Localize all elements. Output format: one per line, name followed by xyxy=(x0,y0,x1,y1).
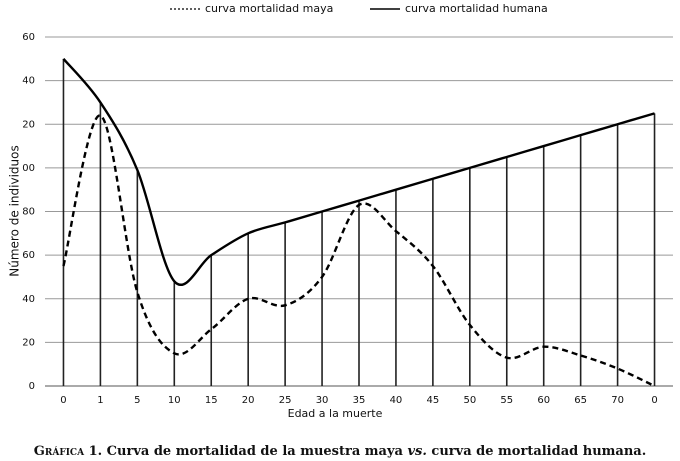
y-axis-label: Número de individuos xyxy=(8,145,22,276)
y-tick-label: 80 xyxy=(22,207,35,218)
x-tick-label: 0 xyxy=(651,395,657,406)
y-tick-label: 40 xyxy=(22,76,35,87)
x-tick-label: 5 xyxy=(134,395,140,406)
legend-label: curva mortalidad maya xyxy=(205,2,333,15)
y-tick-label: 40 xyxy=(22,294,35,305)
legend-label: curva mortalidad humana xyxy=(405,2,548,15)
x-tick-label: 45 xyxy=(427,395,440,406)
x-tick-label: 1 xyxy=(97,395,103,406)
x-axis-label: Edad a la muerte xyxy=(288,407,383,420)
caption-part: vs. xyxy=(408,444,427,459)
x-tick-label: 65 xyxy=(574,395,587,406)
x-tick-label: 25 xyxy=(279,395,292,406)
caption-part: Gráfica xyxy=(34,444,85,459)
x-tick-label: 10 xyxy=(168,395,181,406)
series-line xyxy=(62,58,655,286)
x-tick-label: 60 xyxy=(537,395,550,406)
caption-part: curva de mortalidad humana. xyxy=(427,444,646,459)
series-line xyxy=(62,114,656,388)
caption: Gráfica 1. Curva de mortalidad de la mue… xyxy=(34,444,646,459)
x-tick-label: 20 xyxy=(242,395,255,406)
y-tick-label: 20 xyxy=(22,119,35,130)
x-tick-label: 70 xyxy=(611,395,624,406)
y-tick-label: 00 xyxy=(22,163,35,174)
x-tick-label: 55 xyxy=(500,395,513,406)
x-tick-label: 0 xyxy=(60,395,66,406)
y-tick-label: 20 xyxy=(22,337,35,348)
y-tick-label: 60 xyxy=(22,250,35,261)
x-tick-label: 40 xyxy=(390,395,403,406)
x-tick-label: 15 xyxy=(205,395,218,406)
y-tick-label: 0 xyxy=(29,381,35,392)
x-tick-label: 50 xyxy=(463,395,476,406)
caption-part: 1. Curva de mortalidad de la muestra may… xyxy=(84,444,407,459)
x-tick-label: 35 xyxy=(353,395,366,406)
x-tick-label: 30 xyxy=(316,395,329,406)
y-tick-label: 60 xyxy=(22,32,35,43)
